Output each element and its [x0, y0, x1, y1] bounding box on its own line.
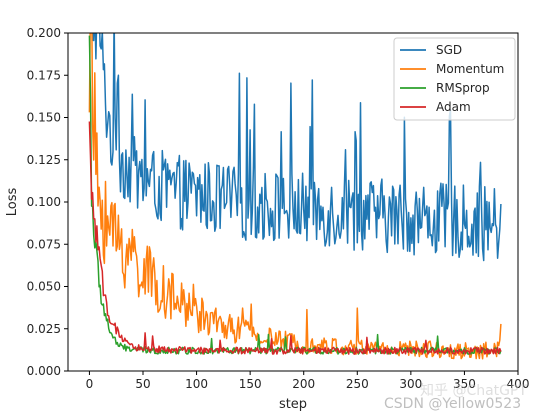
- y-tick-label: 0.050: [27, 280, 61, 294]
- y-tick-label: 0.150: [27, 111, 61, 125]
- y-tick-label: 0.125: [27, 153, 61, 167]
- legend-box: [393, 37, 516, 121]
- series-line-sgd: [91, 33, 502, 262]
- x-tick-label: 400: [507, 377, 530, 391]
- x-axis: 0 50 100 150 200 250 300 350 400: [86, 371, 530, 391]
- legend-label: RMSprop: [436, 81, 490, 95]
- series-layer: [88, 33, 502, 360]
- y-tick-label: 0.075: [27, 237, 61, 251]
- legend-label: SGD: [436, 43, 462, 57]
- watermark-faint: 知乎 @ChatGPT: [420, 382, 527, 399]
- legend-label: Momentum: [436, 62, 504, 76]
- y-axis-label: Loss: [5, 188, 20, 217]
- x-tick-label: 50: [135, 377, 150, 391]
- x-tick-label: 100: [185, 377, 208, 391]
- x-tick-label: 0: [86, 377, 94, 391]
- series-line-adam: [88, 121, 502, 355]
- y-axis: 0.000 0.025 0.050 0.075 0.100 0.125 0.150 0.175…: [27, 26, 68, 378]
- x-tick-label: 250: [346, 377, 369, 391]
- y-tick-label: 0.025: [27, 322, 61, 336]
- y-tick-label: 0.175: [27, 68, 61, 82]
- legend-label: Adam: [436, 100, 471, 114]
- y-tick-label: 0.000: [27, 364, 61, 378]
- legend: SGD Momentum RMSprop Adam: [393, 37, 516, 121]
- y-tick-label: 0.200: [27, 26, 61, 40]
- y-tick-label: 0.100: [27, 195, 61, 209]
- x-tick-label: 350: [453, 377, 476, 391]
- series-line-momentum: [88, 33, 502, 360]
- x-tick-label: 150: [239, 377, 262, 391]
- x-tick-label: 200: [292, 377, 315, 391]
- x-axis-label: step: [279, 397, 307, 412]
- x-tick-label: 300: [399, 377, 422, 391]
- watermark: CSDN @Yellow0523: [384, 396, 521, 412]
